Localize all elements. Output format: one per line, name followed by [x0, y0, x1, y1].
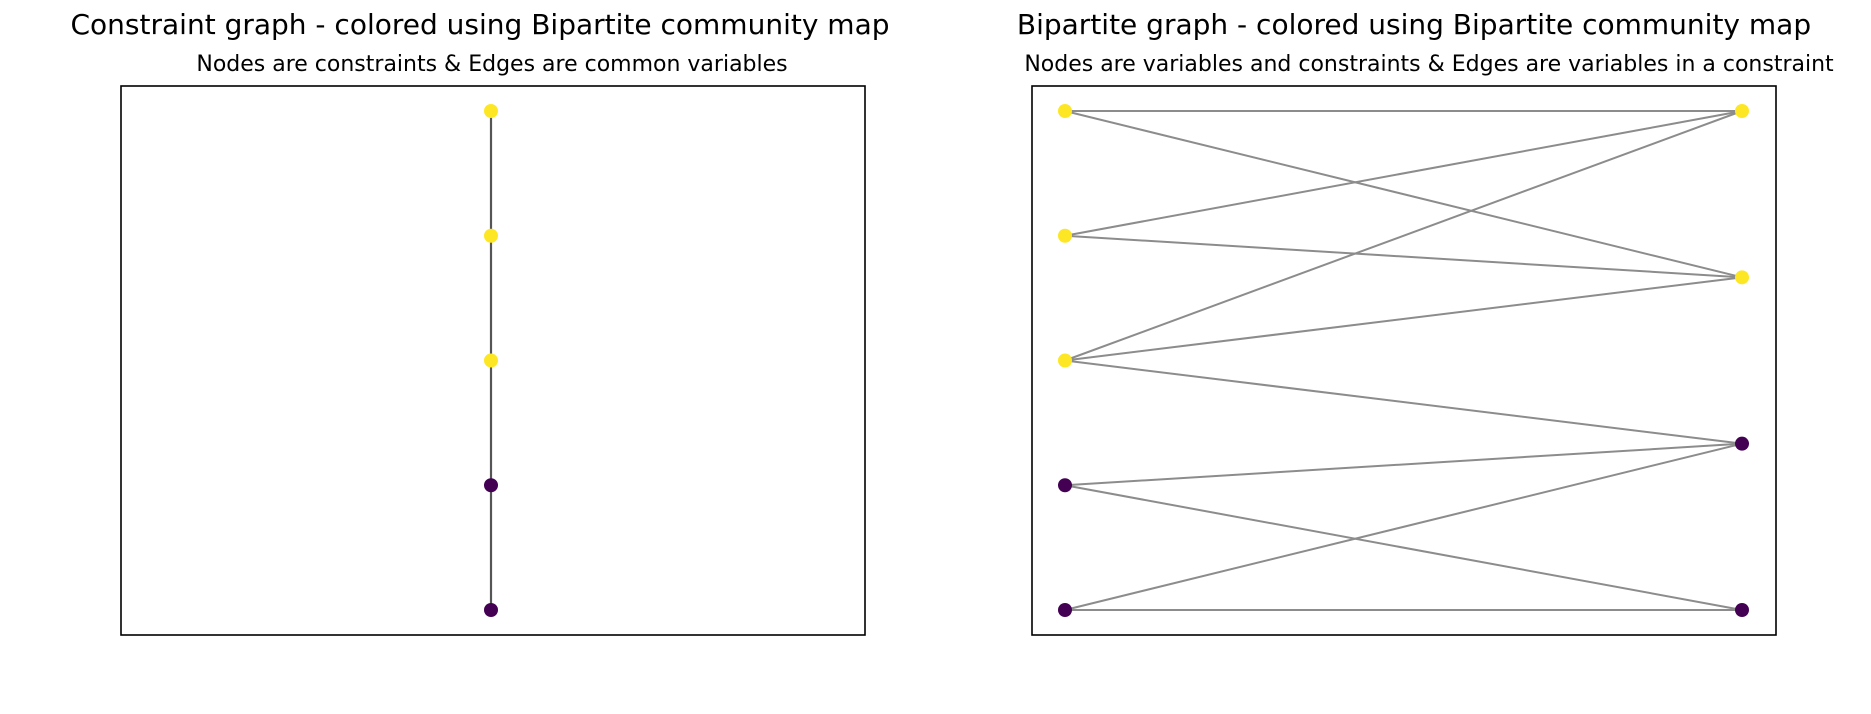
- constraint-graph-plot: [120, 85, 866, 636]
- bipartite-node-right: [1735, 270, 1749, 285]
- bipartite-edge: [1064, 110, 1743, 362]
- bipartite-node-left: [1058, 353, 1072, 368]
- bipartite-node-right: [1735, 436, 1749, 451]
- constraint-graph-subtitle: Nodes are constraints & Edges are common…: [196, 52, 788, 77]
- bipartite-edge: [1064, 110, 1743, 237]
- constraint-graph-title: Constraint graph - colored using Biparti…: [70, 8, 890, 41]
- bipartite-edge: [1064, 359, 1743, 445]
- bipartite-edge: [1064, 234, 1743, 279]
- constraint-node: [484, 478, 498, 493]
- constraint-node: [484, 104, 498, 118]
- constraint-node: [484, 228, 498, 243]
- bipartite-graph-frame: [1031, 85, 1777, 636]
- bipartite-edge: [1064, 484, 1743, 611]
- constraint-node: [484, 353, 498, 368]
- bipartite-node-left: [1058, 478, 1072, 493]
- bipartite-graph-panel: Bipartite graph - colored using Bipartit…: [935, 0, 1871, 714]
- bipartite-graph-subtitle: Nodes are variables and constraints & Ed…: [1024, 52, 1834, 77]
- constraint-graph-nodes: [484, 104, 498, 617]
- bipartite-node-right: [1735, 104, 1749, 118]
- constraint-graph-frame: [120, 85, 866, 636]
- bipartite-graph-edges: [1064, 110, 1743, 611]
- bipartite-edge: [1064, 442, 1743, 611]
- bipartite-graph-nodes: [1058, 104, 1749, 617]
- bipartite-node-left: [1058, 603, 1072, 617]
- bipartite-node-left: [1058, 104, 1072, 118]
- bipartite-edge: [1064, 276, 1743, 362]
- constraint-node: [484, 603, 498, 617]
- bipartite-edge: [1064, 110, 1743, 279]
- bipartite-edge: [1064, 442, 1743, 487]
- bipartite-node-right: [1735, 603, 1749, 617]
- bipartite-node-left: [1058, 228, 1072, 243]
- bipartite-graph-plot: [1031, 85, 1777, 636]
- bipartite-graph-title: Bipartite graph - colored using Bipartit…: [1016, 8, 1812, 41]
- constraint-graph-panel: Constraint graph - colored using Biparti…: [70, 8, 890, 636]
